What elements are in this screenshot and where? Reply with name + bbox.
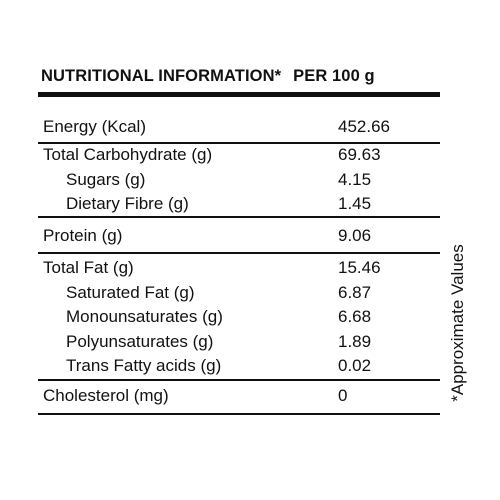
- per-basis: PER 100 g: [293, 67, 375, 85]
- row-label: Energy (Kcal): [43, 117, 146, 136]
- row-value: 0.02: [338, 356, 372, 375]
- row-total-carbohydrate: Total Carbohydrate (g) 69.63: [38, 143, 440, 167]
- row-trans-fatty-acids: Trans Fatty acids (g) 0.02: [38, 354, 440, 378]
- row-label: Trans Fatty acids (g): [66, 356, 222, 375]
- row-label: Total Carbohydrate (g): [43, 145, 213, 164]
- section-divider: [38, 379, 440, 381]
- row-label: Dietary Fibre (g): [66, 194, 189, 213]
- section-divider: [38, 216, 440, 218]
- row-monounsaturates: Monounsaturates (g) 6.68: [38, 305, 440, 329]
- nutrition-title: NUTRITIONAL INFORMATION*: [41, 67, 282, 85]
- row-saturated-fat: Saturated Fat (g) 6.87: [38, 281, 440, 305]
- bottom-divider: [38, 413, 440, 415]
- section-divider: [38, 142, 440, 144]
- nutrition-heading: NUTRITIONAL INFORMATION* PER 100 g: [41, 67, 375, 86]
- row-label: Saturated Fat (g): [66, 283, 195, 302]
- row-value: 452.66: [338, 117, 390, 136]
- footnote-text: *Approximate Values: [448, 244, 467, 402]
- row-cholesterol: Cholesterol (mg) 0: [38, 384, 440, 408]
- row-value: 6.68: [338, 307, 372, 326]
- row-label: Sugars (g): [66, 170, 146, 189]
- row-energy: Energy (Kcal) 452.66: [38, 115, 440, 139]
- header-divider: [38, 92, 440, 97]
- row-label: Total Fat (g): [43, 258, 134, 277]
- row-label: Polyunsaturates (g): [66, 332, 214, 351]
- row-label: Monounsaturates (g): [66, 307, 223, 326]
- row-value: 6.87: [338, 283, 372, 302]
- row-value: 15.46: [338, 258, 381, 277]
- row-label: Cholesterol (mg): [43, 386, 169, 405]
- row-dietary-fibre: Dietary Fibre (g) 1.45: [38, 192, 440, 216]
- row-value: 0: [338, 386, 348, 405]
- row-value: 4.15: [338, 170, 372, 189]
- row-label: Protein (g): [43, 226, 123, 245]
- row-value: 1.89: [338, 332, 372, 351]
- approximate-values-note: *Approximate Values: [443, 228, 473, 418]
- row-sugars: Sugars (g) 4.15: [38, 168, 440, 192]
- row-value: 9.06: [338, 226, 372, 245]
- row-protein: Protein (g) 9.06: [38, 224, 440, 248]
- row-total-fat: Total Fat (g) 15.46: [38, 256, 440, 280]
- row-value: 69.63: [338, 145, 381, 164]
- row-value: 1.45: [338, 194, 372, 213]
- section-divider: [38, 252, 440, 254]
- row-polyunsaturates: Polyunsaturates (g) 1.89: [38, 330, 440, 354]
